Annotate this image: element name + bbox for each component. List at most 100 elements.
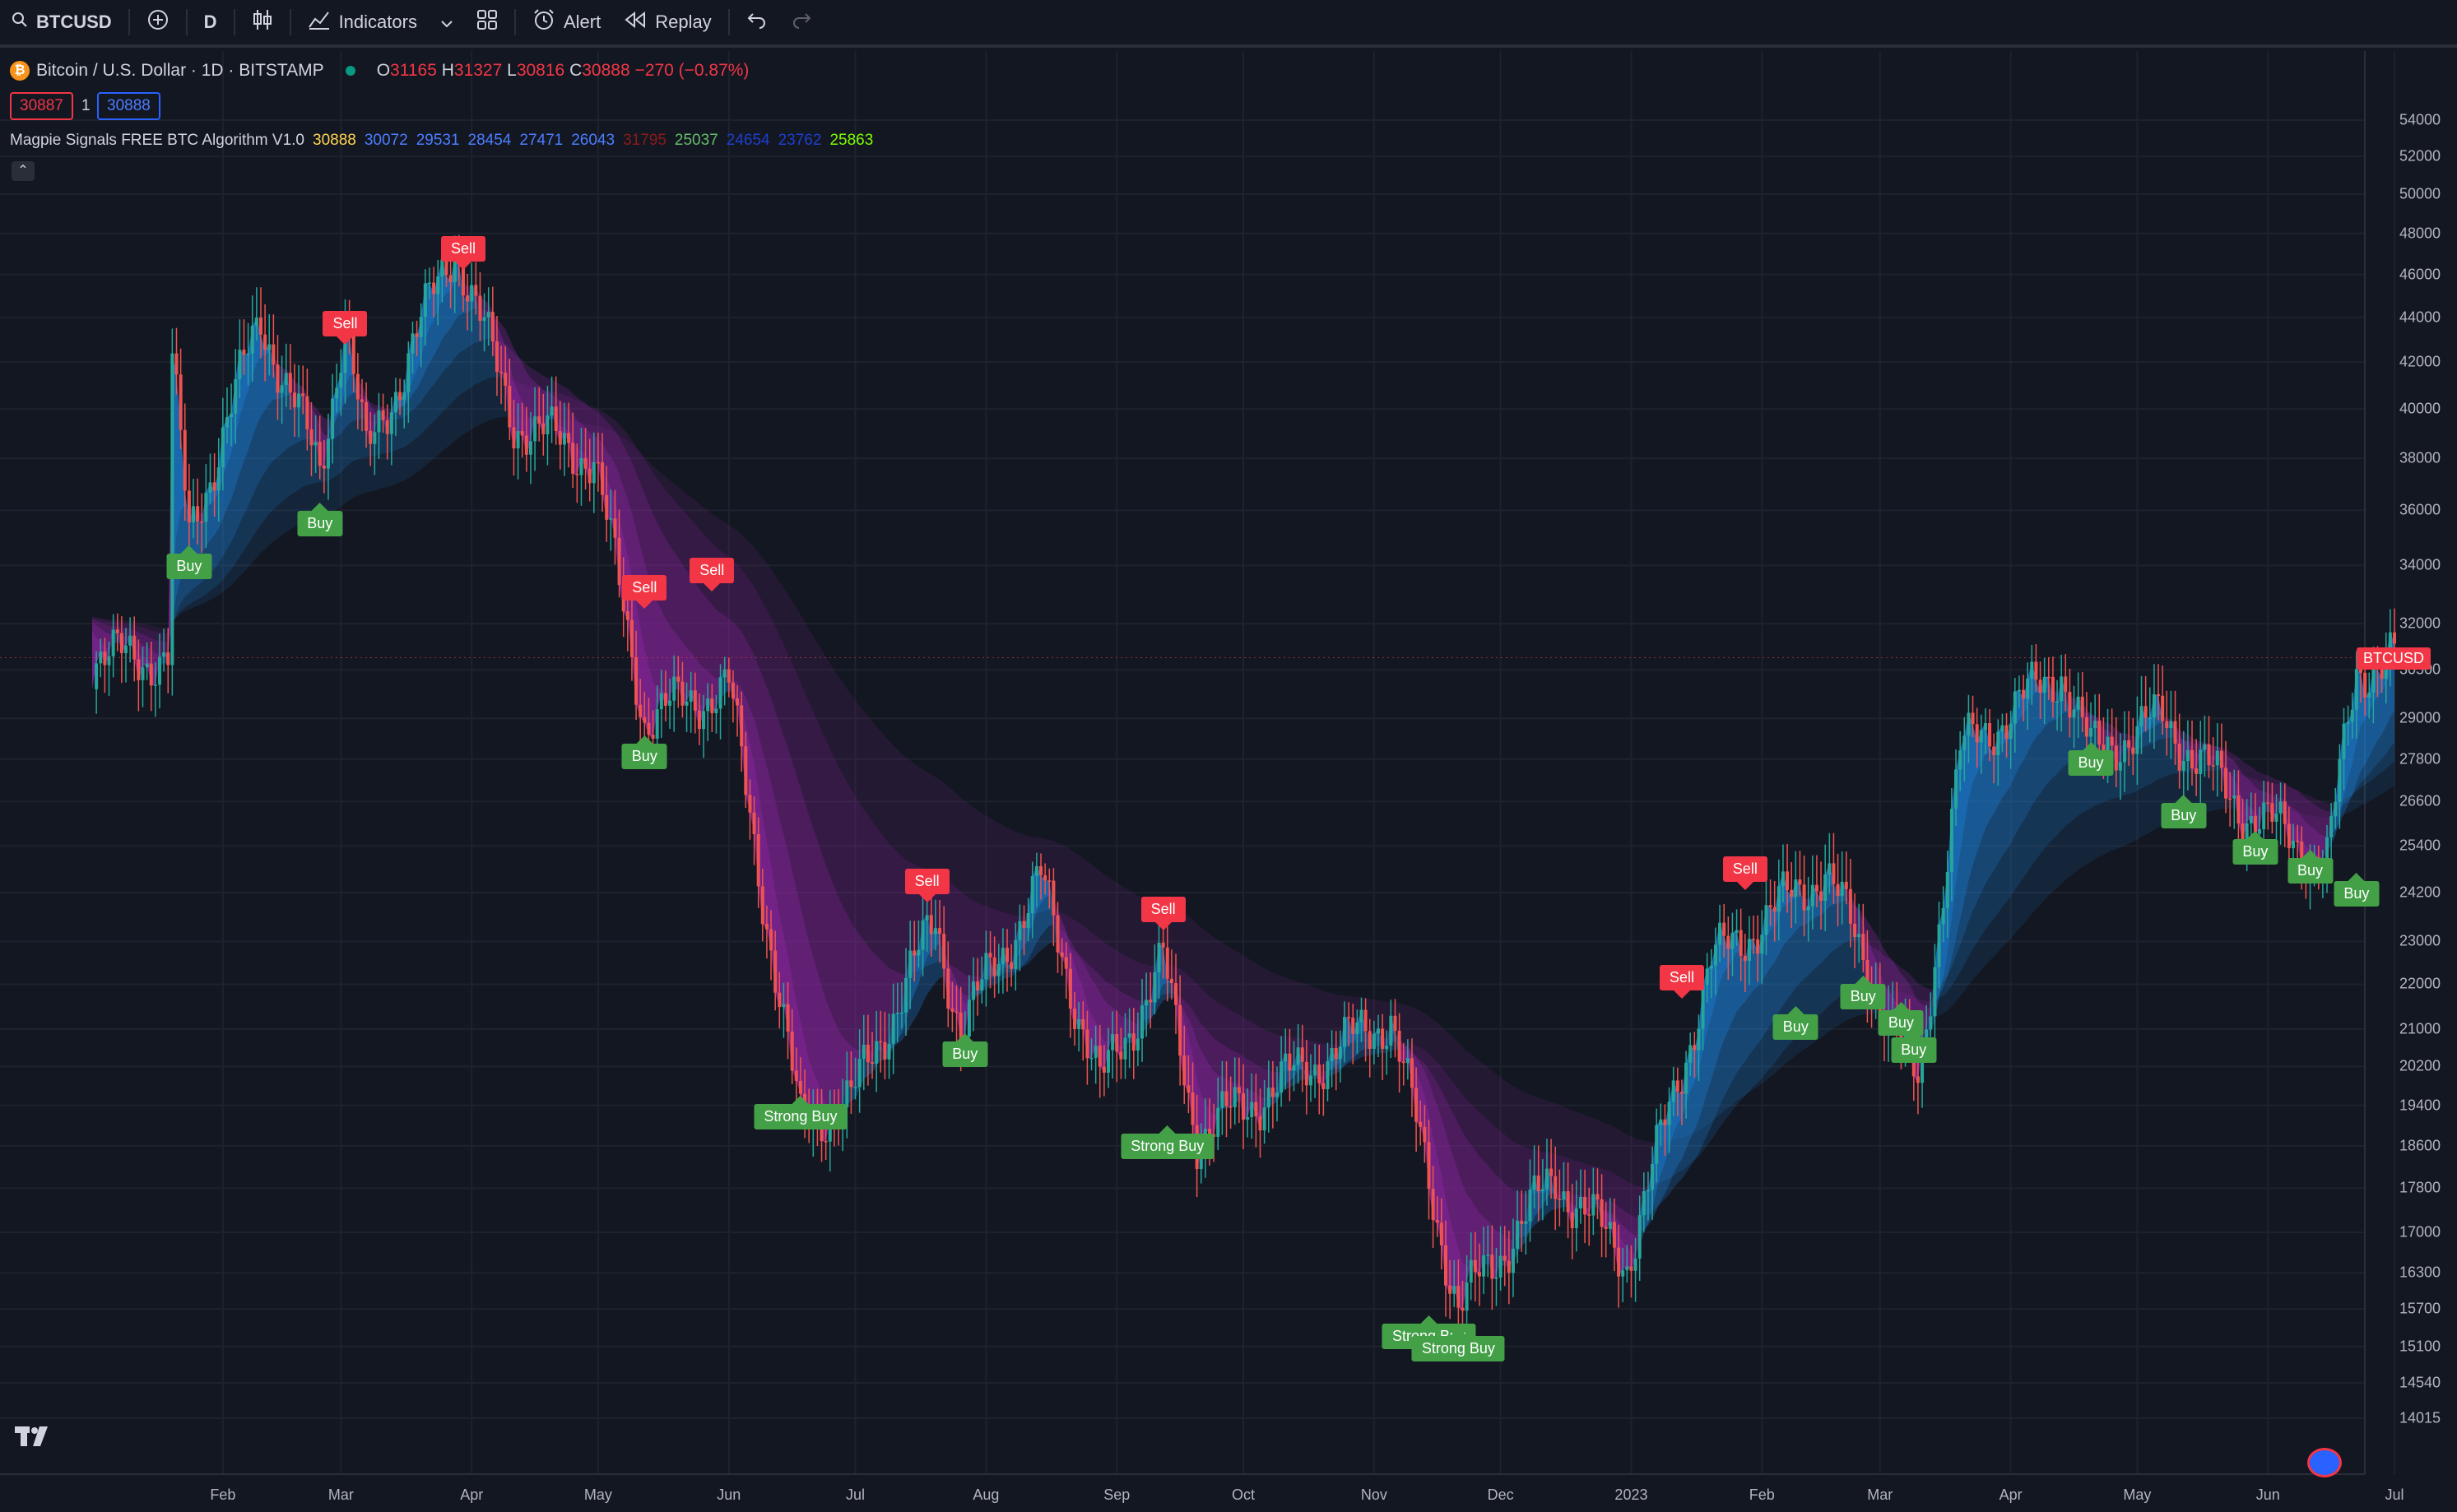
- candle-body: [1064, 957, 1068, 969]
- buy-signal-tag: Buy: [2161, 802, 2207, 828]
- time-axis[interactable]: Feb Mar Apr May Jun Jul Aug Sep Oct Nov Dec 2023 Feb…: [0, 1474, 2404, 1512]
- candle-body: [305, 396, 309, 429]
- candle-body: [1026, 913, 1030, 928]
- candle-body: [2177, 744, 2181, 771]
- sell-signal-tag: Sell: [690, 557, 735, 583]
- candle-body: [541, 423, 546, 435]
- bullish-band: [1930, 661, 2239, 1018]
- candle-body: [1520, 1220, 1524, 1224]
- candle-body: [629, 619, 634, 657]
- candle-body: [1199, 1153, 1203, 1170]
- buy-signal-tag: Buy: [2068, 749, 2114, 776]
- bullish-band: [1762, 871, 1804, 947]
- us-flag-icon[interactable]: [2307, 1448, 2342, 1477]
- indicator-value: 28454: [467, 132, 512, 149]
- sell-price-button[interactable]: 30887: [10, 92, 73, 120]
- candle-body: [1482, 1255, 1486, 1277]
- candle-body: [1077, 1018, 1081, 1029]
- candle-body: [1516, 1220, 1520, 1249]
- candle-body: [1419, 1121, 1423, 1127]
- candle-body: [756, 834, 760, 887]
- layout-button[interactable]: [465, 0, 509, 46]
- indicator-legend[interactable]: Magpie Signals FREE BTC Algorithm V1.0 3…: [10, 132, 873, 150]
- bearish-band: [1399, 1041, 1653, 1311]
- candle-body: [153, 684, 157, 686]
- open-value: 31165: [390, 61, 437, 80]
- collapse-legend-button[interactable]: ⌃: [12, 161, 35, 181]
- candle-body: [1006, 948, 1010, 962]
- candle-body: [297, 393, 301, 408]
- candle-body: [1317, 1064, 1321, 1083]
- candle-body: [2152, 694, 2156, 718]
- candle-body: [1296, 1047, 1300, 1065]
- indicators-button[interactable]: Indicators: [296, 0, 429, 46]
- candle-body: [778, 992, 782, 1008]
- symbol-title[interactable]: Bitcoin / U.S. Dollar · 1D · BITSTAMP: [36, 61, 324, 80]
- candle-body: [292, 392, 296, 408]
- bearish-band: [728, 677, 864, 1142]
- chart-type-button[interactable]: [240, 0, 285, 46]
- candle-body: [478, 295, 482, 322]
- candle-body: [950, 1008, 954, 1012]
- candle-body: [680, 681, 685, 706]
- candle-body: [2296, 841, 2300, 842]
- price-tick-label: 14540: [2399, 1374, 2441, 1391]
- candle-body: [1971, 712, 1975, 725]
- candle-body: [1735, 930, 1739, 933]
- candle-body: [1945, 871, 1949, 909]
- candle-body: [554, 406, 558, 432]
- candle-body: [798, 1080, 802, 1094]
- candle-body: [1646, 1190, 1650, 1192]
- tradingview-logo[interactable]: [15, 1426, 53, 1454]
- candle-body: [1385, 1046, 1389, 1050]
- change-value: −270 (−0.87%): [634, 61, 750, 80]
- candle-body: [984, 953, 988, 980]
- candle-body: [2110, 736, 2114, 746]
- candle-body: [1544, 1168, 1549, 1190]
- bearish-band: [505, 377, 1029, 1142]
- replay-button[interactable]: Replay: [612, 0, 722, 46]
- indicator-templates-dropdown[interactable]: [429, 0, 465, 46]
- candle-body: [123, 645, 128, 653]
- bearish-band: [1804, 884, 1813, 911]
- bullish-band: [172, 318, 312, 627]
- candle-body: [490, 312, 495, 342]
- candle-body: [495, 341, 499, 373]
- bearish-band: [1568, 1193, 1594, 1228]
- sell-signal-tag: Sell: [1659, 965, 1704, 991]
- bullish-band: [328, 322, 367, 443]
- candle-body: [1790, 889, 1794, 897]
- undo-icon: [746, 11, 768, 34]
- candle-body: [1743, 955, 1747, 961]
- bullish-band: [2200, 744, 2226, 799]
- candle-body: [2181, 761, 2185, 771]
- candle-body: [1165, 947, 1169, 979]
- candle-body: [1937, 924, 1941, 967]
- indicators-label: Indicators: [338, 12, 417, 32]
- alert-button[interactable]: Alert: [521, 0, 612, 46]
- bullish-band: [113, 629, 122, 653]
- candle-body: [2346, 721, 2350, 724]
- toolbar-divider: [233, 9, 235, 35]
- undo-button[interactable]: [735, 0, 779, 46]
- time-tick-label: Dec: [1487, 1486, 1514, 1503]
- symbol-search[interactable]: BTCUSD: [0, 0, 123, 46]
- candle-body: [567, 433, 571, 443]
- interval-button[interactable]: D: [193, 0, 229, 46]
- bearish-band: [944, 953, 987, 1044]
- candle-body: [2283, 801, 2287, 824]
- candle-body: [1617, 1247, 1621, 1277]
- candle-body: [1844, 881, 1848, 889]
- price-tick-label: 36000: [2399, 501, 2441, 518]
- time-tick-label: Oct: [1231, 1486, 1256, 1503]
- candle-body: [103, 652, 107, 666]
- candle-body: [579, 457, 583, 475]
- price-chart[interactable]: [0, 51, 2457, 1512]
- candle-body: [1503, 1255, 1507, 1261]
- price-axis[interactable]: 54000 52000 50000 48000 46000 44000 42000 40000…: [2365, 51, 2457, 1474]
- redo-button[interactable]: [779, 0, 824, 46]
- compare-symbol-button[interactable]: [135, 0, 181, 46]
- candle-body: [1486, 1255, 1490, 1256]
- candle-body: [1098, 1046, 1102, 1067]
- buy-price-button[interactable]: 30888: [97, 92, 160, 120]
